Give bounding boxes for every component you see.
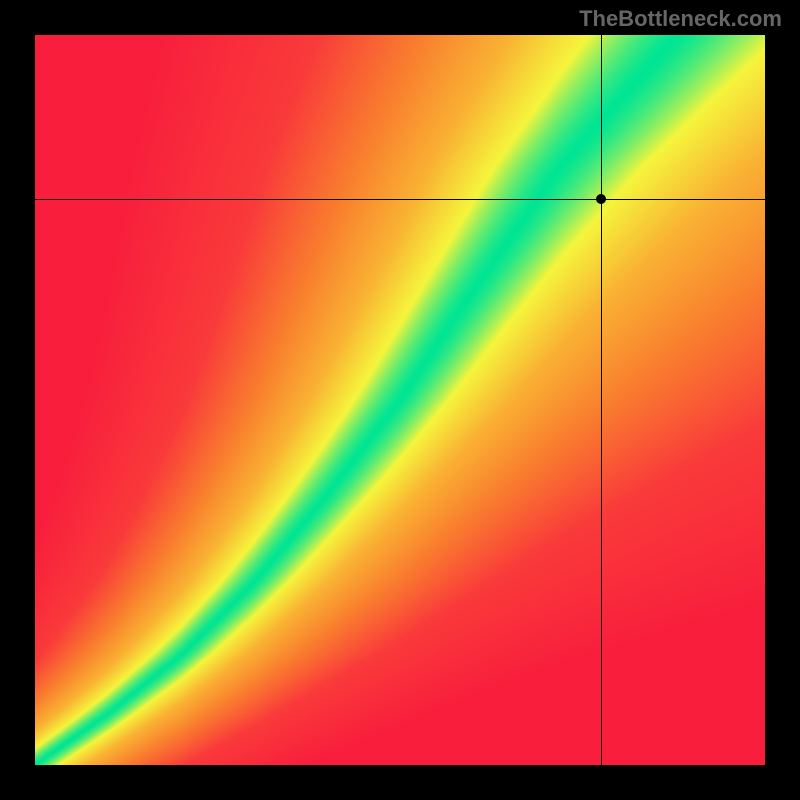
crosshair-vertical [601,35,602,765]
crosshair-horizontal [35,199,765,200]
watermark-text: TheBottleneck.com [579,6,782,32]
bottleneck-heatmap-plot [35,35,765,765]
crosshair-marker [596,194,606,204]
heatmap-canvas [35,35,765,765]
